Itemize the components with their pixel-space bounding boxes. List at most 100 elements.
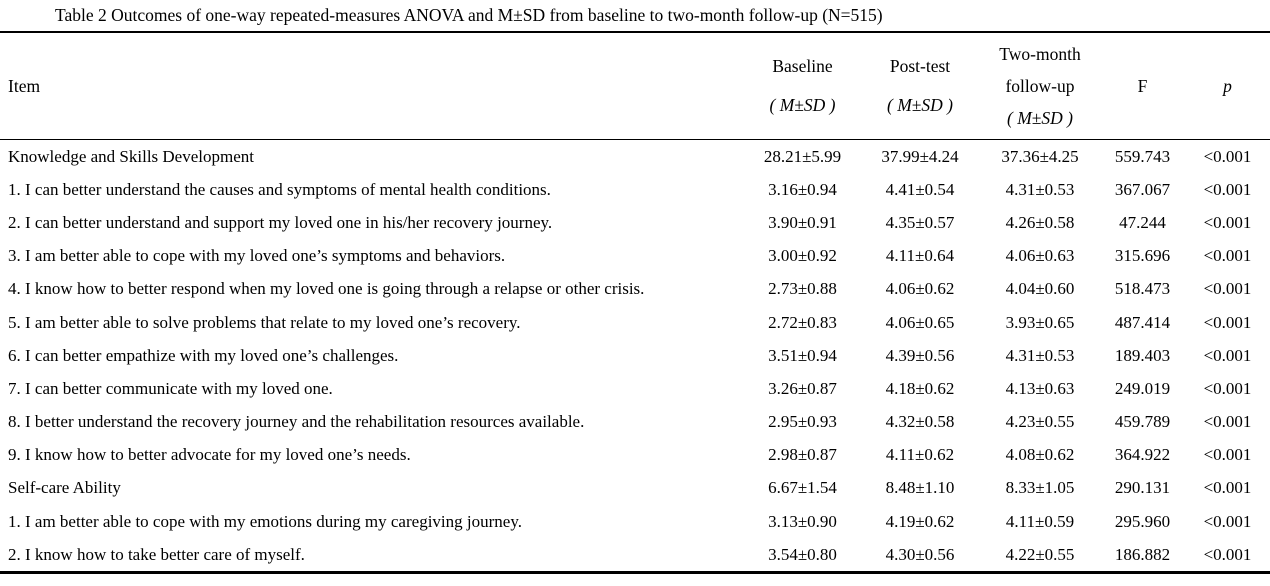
item-cell: 7. I can better communicate with my love… (8, 378, 333, 398)
baseline-cell: 3.13±0.90 (768, 511, 837, 531)
header-baseline-msd: ( M±SD ) (769, 95, 836, 115)
baseline-cell: 3.54±0.80 (768, 544, 837, 564)
item-row: 5. I am better able to solve problems th… (0, 306, 1270, 339)
followup-cell: 4.31±0.53 (1005, 345, 1075, 365)
followup-cell: 8.33±1.05 (1005, 478, 1075, 498)
item-row: 8. I better understand the recovery jour… (0, 406, 1270, 439)
baseline-cell: 2.73±0.88 (768, 279, 837, 299)
item-row: 1. I am better able to cope with my emot… (0, 505, 1270, 538)
followup-cell: 3.93±0.65 (1005, 312, 1075, 332)
item-cell: Knowledge and Skills Development (8, 146, 254, 166)
item-row: 4. I know how to better respond when my … (0, 273, 1270, 306)
posttest-cell: 4.19±0.62 (885, 511, 955, 531)
table-body: Knowledge and Skills Development 28.21±5.… (0, 140, 1270, 573)
f-cell: 518.473 (1114, 279, 1171, 299)
p-cell: <0.001 (1203, 544, 1252, 564)
followup-cell: 4.23±0.55 (1005, 412, 1075, 432)
baseline-cell: 2.98±0.87 (768, 445, 837, 465)
item-row: 1. I can better understand the causes an… (0, 173, 1270, 206)
p-cell: <0.001 (1203, 445, 1252, 465)
p-cell: <0.001 (1203, 179, 1252, 199)
baseline-cell: 3.90±0.91 (768, 212, 837, 232)
item-row: 9. I know how to better advocate for my … (0, 439, 1270, 472)
header-p-value: p (1185, 32, 1270, 140)
item-row: 3. I am better able to cope with my love… (0, 240, 1270, 273)
followup-cell: 37.36±4.25 (1001, 146, 1079, 166)
header-followup: Two-month follow-up ( M±SD ) (980, 32, 1100, 140)
p-cell: <0.001 (1203, 511, 1252, 531)
item-cell: 4. I know how to better respond when my … (8, 279, 645, 299)
f-cell: 47.244 (1119, 212, 1166, 232)
baseline-cell: 3.51±0.94 (768, 345, 837, 365)
posttest-cell: 4.11±0.62 (885, 445, 955, 465)
f-cell: 559.743 (1114, 146, 1171, 166)
item-row: 2. I can better understand and support m… (0, 206, 1270, 239)
f-cell: 364.922 (1114, 445, 1171, 465)
item-cell: 1. I am better able to cope with my emot… (8, 511, 522, 531)
header-followup-label-line1: Two-month (999, 43, 1081, 64)
item-cell: 1. I can better understand the causes an… (8, 179, 551, 199)
p-cell: <0.001 (1203, 378, 1252, 398)
posttest-cell: 4.18±0.62 (885, 378, 955, 398)
header-followup-label-line2: follow-up (1005, 75, 1075, 96)
posttest-cell: 4.39±0.56 (885, 345, 955, 365)
posttest-cell: 4.35±0.57 (885, 212, 955, 232)
header-baseline-label: Baseline (772, 56, 833, 76)
posttest-cell: 4.32±0.58 (885, 412, 955, 432)
f-cell: 315.696 (1114, 246, 1171, 266)
f-cell: 487.414 (1114, 312, 1171, 332)
f-cell: 189.403 (1114, 345, 1171, 365)
item-cell: 3. I am better able to cope with my love… (8, 246, 506, 266)
f-cell: 186.882 (1114, 544, 1171, 564)
p-cell: <0.001 (1203, 312, 1252, 332)
posttest-cell: 37.99±4.24 (881, 146, 959, 166)
item-cell: 2. I know how to take better care of mys… (8, 544, 305, 564)
baseline-cell: 2.95±0.93 (768, 412, 837, 432)
followup-cell: 4.04±0.60 (1005, 279, 1075, 299)
f-cell: 290.131 (1114, 478, 1171, 498)
p-cell: <0.001 (1203, 279, 1252, 299)
header-followup-msd: ( M±SD ) (1007, 107, 1073, 128)
followup-cell: 4.31±0.53 (1005, 179, 1075, 199)
baseline-cell: 3.00±0.92 (768, 246, 837, 266)
item-cell: 2. I can better understand and support m… (8, 212, 553, 232)
followup-cell: 4.26±0.58 (1005, 212, 1075, 232)
followup-cell: 4.06±0.63 (1005, 246, 1075, 266)
p-cell: <0.001 (1203, 412, 1252, 432)
item-row: 2. I know how to take better care of mys… (0, 538, 1270, 573)
item-row: 7. I can better communicate with my love… (0, 372, 1270, 405)
baseline-cell: 28.21±5.99 (763, 146, 842, 166)
item-cell: Self-care Ability (8, 478, 121, 498)
section-row: Self-care Ability 6.67±1.54 8.48±1.10 8.33±… (0, 472, 1270, 505)
item-cell: 9. I know how to better advocate for my … (8, 445, 411, 465)
followup-cell: 4.13±0.63 (1005, 378, 1075, 398)
section-row: Knowledge and Skills Development 28.21±5.… (0, 140, 1270, 174)
baseline-cell: 6.67±1.54 (768, 478, 837, 498)
posttest-cell: 4.41±0.54 (885, 179, 955, 199)
anova-table: Item Baseline ( M±SD ) Post-test ( M±SD … (0, 31, 1270, 575)
item-cell: 8. I better understand the recovery jour… (8, 412, 585, 432)
posttest-cell: 4.06±0.65 (885, 312, 955, 332)
followup-cell: 4.08±0.62 (1005, 445, 1075, 465)
table-title: Table 2 Outcomes of one-way repeated-mea… (55, 5, 883, 25)
f-cell: 295.960 (1114, 511, 1171, 531)
baseline-cell: 2.72±0.83 (768, 312, 837, 332)
header-posttest: Post-test ( M±SD ) (860, 32, 980, 140)
followup-cell: 4.22±0.55 (1005, 544, 1075, 564)
item-row: 6. I can better empathize with my loved … (0, 339, 1270, 372)
posttest-cell: 4.06±0.62 (885, 279, 955, 299)
followup-cell: 4.11±0.59 (1005, 511, 1075, 531)
header-posttest-msd: ( M±SD ) (887, 95, 953, 115)
f-cell: 249.019 (1114, 378, 1171, 398)
p-cell: <0.001 (1203, 478, 1252, 498)
header-baseline: Baseline ( M±SD ) (745, 32, 860, 140)
item-cell: 5. I am better able to solve problems th… (8, 312, 521, 332)
header-f-statistic: F (1100, 32, 1185, 140)
p-cell: <0.001 (1203, 345, 1252, 365)
posttest-cell: 4.11±0.64 (885, 246, 955, 266)
header-posttest-label: Post-test (889, 56, 951, 76)
header-row: Item Baseline ( M±SD ) Post-test ( M±SD … (0, 32, 1270, 140)
header-item: Item (0, 32, 745, 140)
table-header: Item Baseline ( M±SD ) Post-test ( M±SD … (0, 32, 1270, 140)
